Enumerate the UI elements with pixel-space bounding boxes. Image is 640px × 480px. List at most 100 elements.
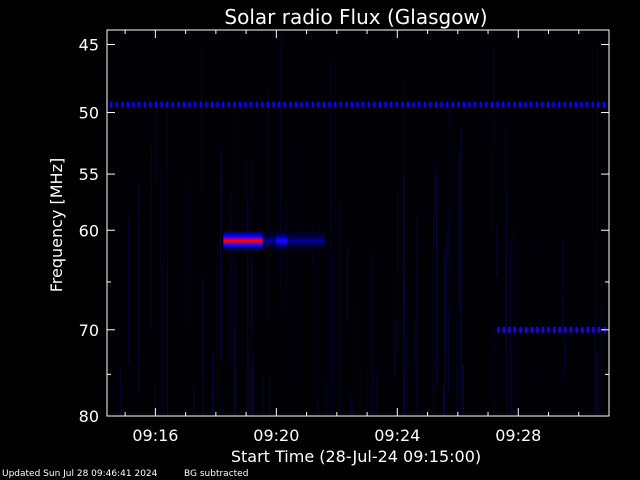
noise-streak — [505, 194, 507, 412]
noise-streak — [325, 378, 328, 416]
rfi-pulse — [525, 326, 528, 333]
noise-streak — [330, 58, 332, 382]
noise-streak — [407, 297, 409, 416]
noise-streak — [449, 95, 451, 318]
noise-streak — [493, 45, 495, 147]
noise-streak — [396, 190, 398, 354]
noise-streak — [594, 313, 596, 416]
noise-streak — [595, 239, 597, 416]
rfi-pulse — [110, 101, 113, 108]
rfi-pulse — [289, 101, 292, 108]
noise-streak — [269, 373, 271, 416]
noise-streak — [120, 368, 122, 416]
rfi-pulse — [238, 101, 241, 108]
noise-streak — [352, 402, 354, 416]
rfi-pulse — [300, 101, 303, 108]
rfi-pulse — [261, 101, 264, 108]
noise-streak — [446, 229, 448, 357]
noise-streak — [372, 252, 374, 416]
rfi-pulse — [485, 101, 488, 108]
noise-streak — [394, 320, 396, 378]
rfi-pulse — [518, 101, 521, 108]
noise-streak — [162, 240, 165, 416]
y-tick-label: 50 — [79, 104, 99, 123]
rfi-pulse — [166, 101, 169, 108]
noise-streak — [596, 46, 598, 239]
noise-streak — [376, 369, 378, 416]
rfi-pulse — [547, 326, 550, 333]
rfi-pulse — [294, 101, 297, 108]
noise-streak — [251, 260, 253, 416]
noise-streak — [234, 262, 236, 416]
noise-streak — [160, 164, 162, 416]
rfi-pulse — [423, 101, 426, 108]
rfi-pulse — [328, 101, 331, 108]
rfi-pulse — [507, 101, 510, 108]
noise-streak — [415, 213, 417, 416]
rfi-pulse — [569, 326, 573, 333]
rfi-pulse — [490, 101, 493, 108]
noise-streak — [350, 391, 352, 416]
rfi-pulse — [451, 101, 454, 108]
noise-streak — [561, 291, 564, 333]
x-tick-label: 09:28 — [495, 426, 541, 445]
noise-streak — [262, 374, 264, 416]
plot-frame — [106, 29, 610, 417]
noise-streak — [200, 51, 202, 193]
noise-streak — [251, 362, 253, 416]
rfi-pulse — [378, 101, 381, 108]
noise-streak — [491, 139, 493, 235]
spectrogram-heatmap — [107, 30, 609, 417]
noise-streak — [158, 410, 160, 416]
noise-streak — [414, 322, 417, 364]
rfi-pulse — [160, 101, 163, 108]
rfi-pulse — [519, 326, 522, 333]
noise-streak — [370, 382, 372, 416]
rfi-pulse — [440, 101, 443, 108]
noise-streak — [186, 179, 188, 330]
rfi-pulse — [457, 101, 460, 108]
rfi-pulse — [222, 101, 225, 108]
rfi-pulse — [334, 101, 337, 108]
rfi-pulse — [479, 101, 482, 108]
noise-streak — [220, 150, 222, 360]
noise-streak — [267, 89, 269, 318]
noise-streak — [346, 243, 348, 321]
rfi-pulse — [322, 101, 325, 108]
rfi-pulse — [171, 101, 174, 108]
x-tick-label: 09:16 — [132, 426, 178, 445]
rfi-pulse — [132, 101, 135, 108]
rfi-pulse — [536, 326, 539, 333]
noise-streak — [155, 95, 157, 188]
rfi-pulse — [513, 101, 516, 108]
noise-streak — [316, 399, 319, 416]
rfi-pulse — [564, 326, 567, 333]
rfi-pulse — [401, 101, 404, 108]
rfi-pulse — [210, 101, 213, 108]
rfi-pulse — [362, 101, 365, 108]
rfi-pulse — [513, 326, 517, 333]
rfi-pulse — [255, 101, 258, 108]
noise-streak — [138, 182, 140, 394]
noise-streak — [435, 173, 438, 389]
rfi-pulse — [154, 101, 157, 108]
rfi-pulse — [233, 101, 236, 108]
rfi-pulse — [558, 101, 561, 108]
noise-streak — [448, 313, 450, 392]
noise-streak — [444, 247, 446, 416]
rfi-pulse — [502, 101, 505, 108]
rfi-band — [110, 101, 608, 108]
rfi-pulse — [250, 101, 253, 108]
rfi-pulse — [121, 101, 124, 108]
rfi-band-fill — [497, 328, 608, 332]
noise-streak — [434, 155, 436, 249]
rfi-pulse — [406, 101, 409, 108]
noise-streak — [246, 155, 248, 230]
rfi-pulse — [586, 101, 589, 108]
noise-streak — [128, 214, 130, 363]
rfi-pulse — [345, 101, 348, 108]
noise-streak — [233, 96, 235, 343]
rfi-pulse — [395, 101, 398, 108]
rfi-pulse — [138, 101, 141, 108]
rfi-pulse — [177, 101, 180, 108]
